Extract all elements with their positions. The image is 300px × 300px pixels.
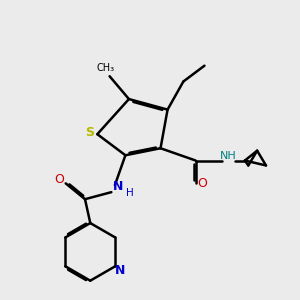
Text: NH: NH bbox=[220, 151, 236, 161]
Text: CH₃: CH₃ bbox=[96, 64, 114, 74]
Text: S: S bbox=[85, 126, 94, 139]
Text: H: H bbox=[126, 188, 134, 198]
Text: O: O bbox=[197, 177, 207, 190]
Text: O: O bbox=[54, 173, 64, 186]
Text: N: N bbox=[112, 180, 123, 194]
Text: N: N bbox=[115, 264, 126, 277]
